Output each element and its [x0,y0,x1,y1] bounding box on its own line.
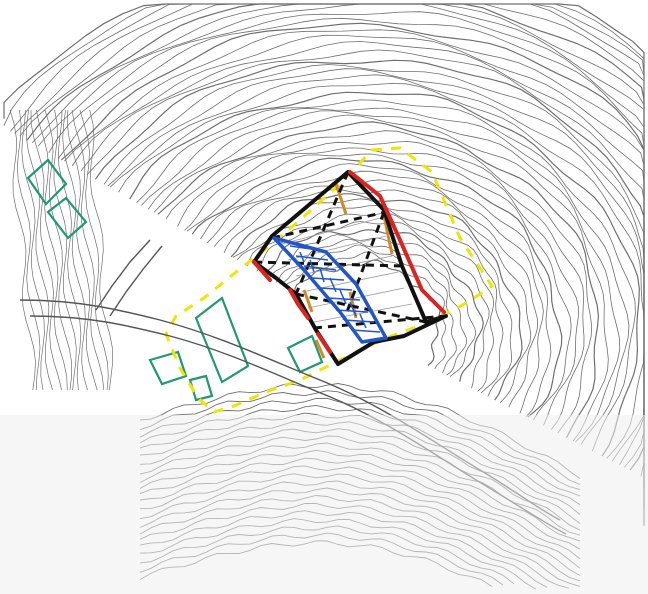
ramp [272,236,388,344]
ramp-outline [272,236,388,344]
contour-line [153,114,609,442]
contour-line [89,109,114,391]
contour-line [256,221,490,389]
contour-line [191,157,563,418]
contour-line [139,465,581,560]
contour-line [232,198,513,397]
contour-line [279,244,457,374]
contour-line [30,109,63,391]
contour-line [21,109,45,391]
contour-line [129,91,640,457]
contour-lines [3,3,645,590]
facade-west-1 [252,260,272,282]
contour-line [26,109,53,391]
contour-line [184,147,579,426]
facade-west-2 [288,288,310,320]
existing-building-6 [286,334,324,374]
contour-line [118,83,645,459]
contour-line [262,229,484,382]
contour-line [9,109,36,391]
contour-line [79,109,109,391]
contour-line [206,170,544,414]
road-lines [19,239,567,535]
existing-buildings [26,158,324,402]
existing-building-1 [26,158,68,206]
contour-line [35,109,68,391]
contour-line [141,107,630,445]
site-boundary-line [164,146,495,414]
contour-line [44,109,72,391]
contour-line [71,109,105,391]
contour-line [139,404,581,497]
contour-line [3,3,645,526]
contour-line [139,510,548,588]
facade-east [348,170,446,314]
contour-line [177,140,585,430]
building-outline [252,170,448,366]
contour-line [147,110,621,443]
contour-line [139,495,581,587]
contour-line [200,163,552,417]
contour-line [165,130,593,434]
contour-line [139,502,570,589]
contour-line [268,234,477,377]
contour-line [237,204,504,394]
contour-line [213,179,539,408]
contour-line [80,41,645,482]
contour-line [136,99,636,452]
contour-line [157,121,600,438]
contour-line [139,487,581,582]
terrace-lines [302,183,394,359]
structural-grid [253,171,447,330]
facade-west-3 [316,332,332,354]
contour-line [223,188,532,403]
ramp-hatch [289,245,381,333]
contour-line [62,109,88,391]
existing-building-3 [194,296,250,384]
contour-line [186,153,572,421]
facade-lines [252,170,446,354]
contour-line [230,193,523,401]
existing-building-5 [188,374,214,402]
contour-line [16,109,41,391]
contour-line [66,109,98,391]
contour-line [57,109,82,391]
contour-line [14,3,645,514]
existing-building-2 [46,196,88,240]
contour-line [139,442,581,536]
contour-line [247,213,495,392]
proposed-building [252,170,448,366]
contour-line [53,109,77,391]
existing-building-4 [148,350,188,386]
